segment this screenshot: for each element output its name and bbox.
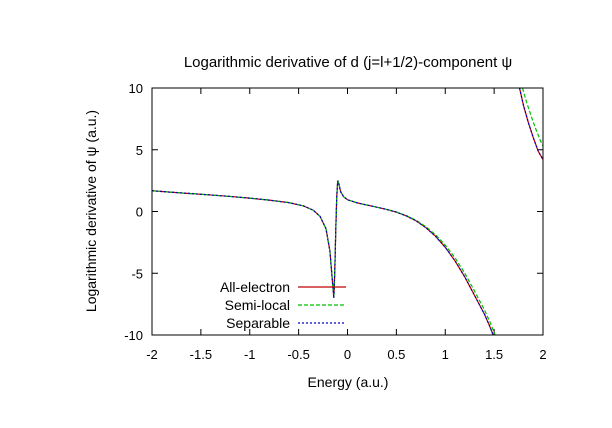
x-tick-label: -1 <box>244 347 256 362</box>
x-tick-label: -2 <box>146 347 158 362</box>
y-tick-label: 0 <box>136 205 143 220</box>
chart-title: Logarithmic derivative of d (j=l+1/2)-co… <box>184 54 512 71</box>
legend-label: Separable <box>226 315 290 331</box>
legend-label: All-electron <box>220 279 290 295</box>
y-axis-label: Logarithmic derivative of ψ (a.u.) <box>83 110 99 312</box>
x-tick-label: 1.5 <box>485 347 503 362</box>
x-axis-label: Energy (a.u.) <box>308 374 389 390</box>
x-tick-label: -0.5 <box>287 347 309 362</box>
x-tick-label: -1.5 <box>190 347 212 362</box>
x-tick-label: 1 <box>442 347 449 362</box>
series-line-separable <box>151 180 494 336</box>
y-tick-label: -5 <box>131 266 143 281</box>
x-tick-label: 0 <box>344 347 351 362</box>
axis-ticks: -2 -1.5 -1 -0.5 0 0.5 1 1.5 2 10 5 0 -5 -10 <box>124 81 546 362</box>
x-tick-label: 0.5 <box>387 347 405 362</box>
legend: All-electron Semi-local Separable <box>220 279 346 331</box>
plot-frame <box>151 87 544 336</box>
series-line-separable <box>518 87 544 160</box>
series-lines <box>151 87 544 336</box>
series-line-semi-local <box>151 180 496 336</box>
series-line-all-electron <box>151 180 494 336</box>
y-tick-label: 10 <box>129 81 143 96</box>
legend-label: Semi-local <box>225 297 290 313</box>
y-tick-label: 5 <box>136 143 143 158</box>
x-tick-label: 2 <box>539 347 546 362</box>
series-line-semi-local <box>521 87 544 147</box>
series-line-all-electron <box>518 87 544 160</box>
y-tick-label: -10 <box>124 328 143 343</box>
